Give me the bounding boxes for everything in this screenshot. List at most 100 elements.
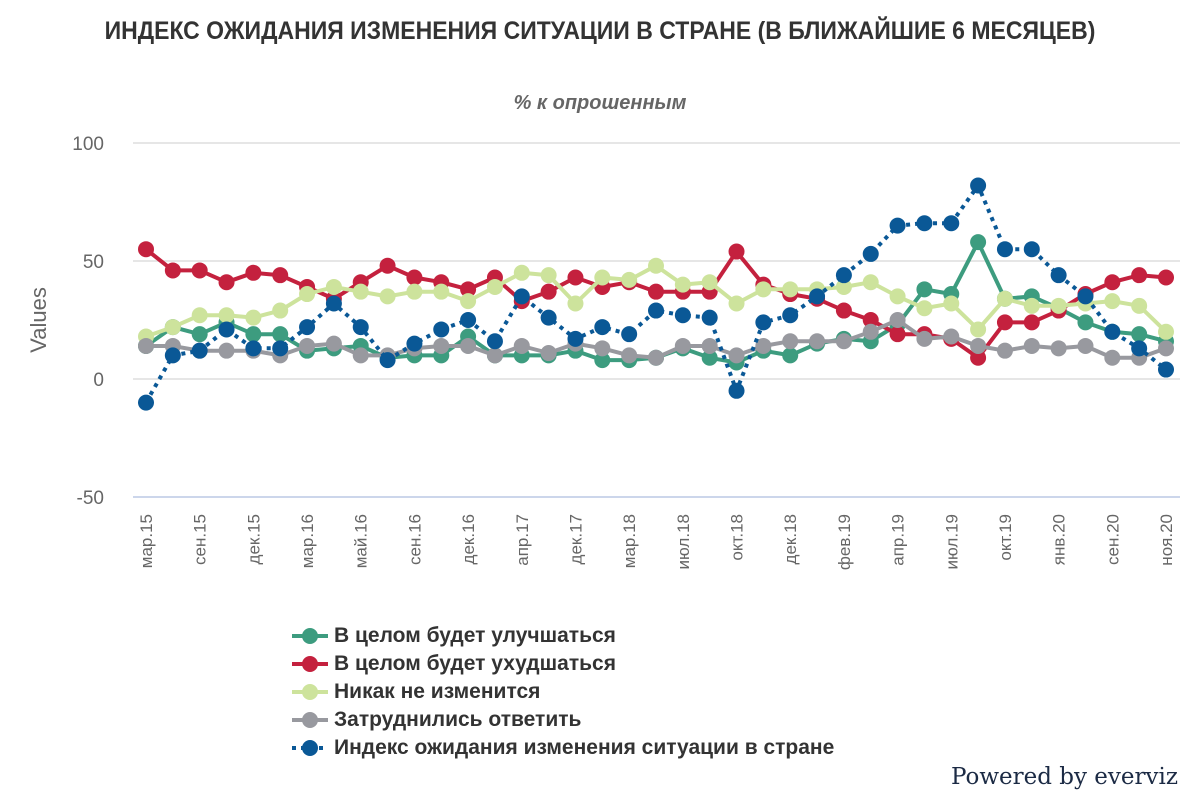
data-point[interactable] [191,342,208,359]
data-point[interactable] [755,337,772,354]
data-point[interactable] [299,319,316,336]
data-point[interactable] [486,333,503,350]
data-point[interactable] [970,234,987,251]
data-point[interactable] [245,340,262,357]
data-point[interactable] [996,290,1013,307]
data-point[interactable] [1023,314,1040,331]
data-point[interactable] [460,337,477,354]
data-point[interactable] [889,288,906,305]
data-point[interactable] [594,319,611,336]
data-point[interactable] [379,288,396,305]
data-point[interactable] [406,269,423,286]
data-point[interactable] [970,349,987,366]
data-point[interactable] [567,330,584,347]
data-point[interactable] [325,278,342,295]
data-point[interactable] [889,326,906,343]
data-point[interactable] [755,281,772,298]
data-point[interactable] [245,326,262,343]
data-point[interactable] [540,309,557,326]
data-point[interactable] [835,267,852,284]
data-point[interactable] [701,349,718,366]
data-point[interactable] [1131,340,1148,357]
data-point[interactable] [1104,274,1121,291]
data-point[interactable] [138,394,154,411]
data-point[interactable] [245,264,262,281]
data-point[interactable] [648,283,664,300]
data-point[interactable] [164,262,181,279]
data-point[interactable] [406,335,423,352]
data-point[interactable] [809,333,826,350]
data-point[interactable] [782,281,799,298]
data-point[interactable] [513,337,530,354]
data-point[interactable] [352,319,369,336]
data-point[interactable] [1131,267,1148,284]
data-point[interactable] [648,349,664,366]
data-point[interactable] [1104,293,1121,310]
data-point[interactable] [191,307,208,324]
data-point[interactable] [352,347,369,364]
data-point[interactable] [621,326,638,343]
data-point[interactable] [1077,314,1094,331]
data-point[interactable] [648,302,664,319]
data-point[interactable] [1158,361,1174,378]
data-point[interactable] [1104,323,1121,340]
data-point[interactable] [245,309,262,326]
data-point[interactable] [1077,337,1094,354]
data-point[interactable] [1023,241,1040,258]
legend-item[interactable]: Затруднились ответить [290,706,834,734]
data-point[interactable] [1131,297,1148,314]
data-point[interactable] [996,241,1013,258]
legend-item[interactable]: В целом будет улучшаться [290,622,834,650]
data-point[interactable] [996,342,1013,359]
data-point[interactable] [782,307,799,324]
data-point[interactable] [191,262,208,279]
data-point[interactable] [621,347,638,364]
data-point[interactable] [1050,340,1067,357]
data-point[interactable] [460,281,477,298]
data-point[interactable] [325,335,342,352]
data-point[interactable] [513,264,530,281]
data-point[interactable] [513,288,530,305]
data-point[interactable] [889,312,906,328]
data-point[interactable] [1158,340,1174,357]
data-point[interactable] [1050,297,1067,314]
data-point[interactable] [1023,297,1040,314]
data-point[interactable] [970,337,987,354]
data-point[interactable] [835,278,852,295]
data-point[interactable] [164,347,181,364]
data-point[interactable] [1131,326,1148,343]
data-point[interactable] [862,245,879,262]
data-point[interactable] [996,314,1013,331]
data-point[interactable] [218,307,235,324]
data-point[interactable] [460,312,477,328]
data-point[interactable] [272,267,289,284]
data-point[interactable] [379,352,396,369]
data-point[interactable] [701,337,718,354]
legend-item[interactable]: Никак не изменится [290,678,834,706]
data-point[interactable] [674,337,691,354]
data-point[interactable] [191,326,208,343]
data-point[interactable] [970,321,987,338]
data-point[interactable] [594,340,611,357]
data-point[interactable] [728,347,745,364]
data-point[interactable] [460,293,477,310]
data-point[interactable] [1023,337,1040,354]
data-point[interactable] [701,309,718,326]
legend-item[interactable]: В целом будет ухудшаться [290,650,834,678]
data-point[interactable] [916,330,933,347]
data-point[interactable] [621,271,638,288]
credits-link[interactable]: Powered by everviz [950,764,1178,790]
data-point[interactable] [943,328,960,345]
data-point[interactable] [728,295,745,312]
legend-item[interactable]: Индекс ожидания изменения ситуации в стр… [290,734,834,762]
data-point[interactable] [1158,269,1174,286]
data-point[interactable] [299,337,316,354]
data-point[interactable] [218,321,235,338]
data-point[interactable] [862,323,879,340]
data-point[interactable] [701,274,718,291]
data-point[interactable] [782,333,799,350]
data-point[interactable] [862,274,879,291]
data-point[interactable] [1050,267,1067,284]
data-point[interactable] [916,300,933,317]
data-point[interactable] [218,274,235,291]
